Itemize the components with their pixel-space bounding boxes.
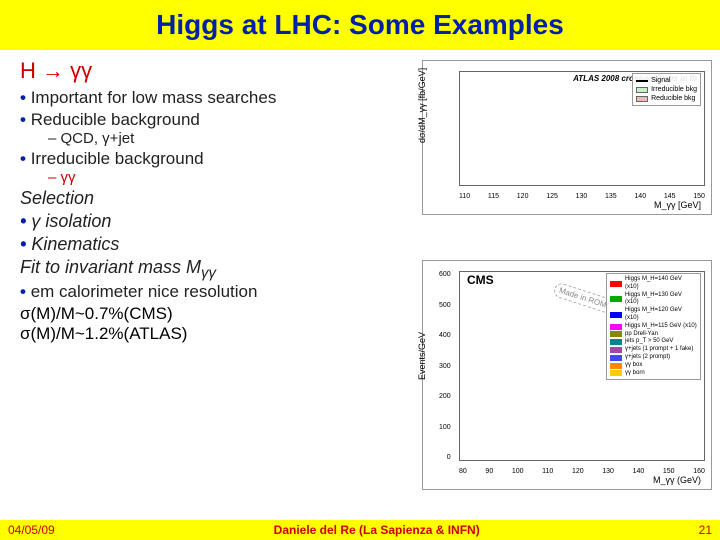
- legend-swatch: [610, 331, 622, 337]
- legend-label: Higgs M_H=115 GeV (x10): [625, 323, 697, 331]
- legend-swatch: [610, 296, 622, 302]
- footer-author: Daniele del Re (La Sapienza & INFN): [55, 523, 699, 537]
- legend-label: Signal: [651, 76, 670, 85]
- tick: 115: [488, 193, 499, 200]
- tick: 100: [439, 424, 451, 431]
- bullet-text: Important for low mass searches: [31, 88, 277, 107]
- legend-label: pp Drell-Yan: [625, 331, 658, 339]
- legend-item: pp Drell-Yan: [610, 331, 697, 339]
- legend-label: Reducible bkg: [651, 94, 695, 103]
- atlas-xlabel: M_γγ [GeV]: [654, 200, 701, 210]
- legend-item: Higgs M_H=115 GeV (x10): [610, 323, 697, 331]
- atlas-chart: ATLAS 2008 cross-sections in fb SignalIr…: [422, 60, 712, 215]
- legend-item: γγ box: [610, 362, 697, 370]
- legend-item: Higgs M_H=140 GeV (x10): [610, 276, 697, 292]
- bullet-text: Irreducible background: [31, 149, 204, 168]
- cms-label: CMS: [467, 273, 494, 287]
- atlas-ylabel: dσ/dM_γγ [fb/GeV]: [417, 67, 427, 142]
- tick: 600: [439, 271, 451, 278]
- legend-label: Higgs M_H=130 GeV (x10): [625, 292, 697, 308]
- legend-item: jets p_T > 50 GeV: [610, 338, 697, 346]
- tick: 110: [542, 468, 553, 475]
- selection-list: γ isolation Kinematics: [20, 211, 700, 255]
- legend-label: Higgs M_H=120 GeV (x10): [625, 307, 697, 323]
- legend-item: Higgs M_H=120 GeV (x10): [610, 307, 697, 323]
- tick: 90: [485, 468, 493, 475]
- cms-ylabel: Events/GeV: [417, 332, 427, 380]
- legend-item: Higgs M_H=130 GeV (x10): [610, 292, 697, 308]
- legend-label: Higgs M_H=140 GeV (x10): [625, 276, 697, 292]
- legend-swatch: [610, 347, 622, 353]
- legend-label: γ+jets (1 prompt + 1 fake): [625, 346, 693, 354]
- legend-swatch: [636, 87, 648, 93]
- legend-label: γ+jets (2 prompt): [625, 354, 670, 362]
- tick: 80: [459, 468, 467, 475]
- tick: 200: [439, 393, 451, 400]
- tick: 140: [634, 193, 646, 200]
- fit-text: Fit to invariant mass M: [20, 257, 201, 277]
- legend-swatch: [610, 355, 622, 361]
- bullet-text: Reducible background: [31, 110, 200, 129]
- legend-item: Signal: [636, 76, 697, 85]
- slide-title: Higgs at LHC: Some Examples: [156, 9, 564, 41]
- legend-item: Reducible bkg: [636, 94, 697, 103]
- legend-item: Irreducible bkg: [636, 85, 697, 94]
- tick: 120: [572, 468, 584, 475]
- tick: 300: [439, 363, 451, 370]
- legend-swatch: [636, 96, 648, 102]
- legend-item: γ+jets (1 prompt + 1 fake): [610, 346, 697, 354]
- cms-xticks: 80 90 100 110 120 130 140 150 160: [459, 468, 705, 475]
- tick: 130: [602, 468, 614, 475]
- legend-swatch: [610, 312, 622, 318]
- cms-chart: CMS Made in ROME Higgs M_H=140 GeV (x10)…: [422, 260, 712, 490]
- tick: 120: [517, 193, 529, 200]
- legend-label: γγ born: [625, 370, 645, 378]
- tick: 100: [512, 468, 524, 475]
- fit-sub: γγ: [201, 265, 216, 282]
- tick: 125: [546, 193, 558, 200]
- tick: 150: [663, 468, 675, 475]
- tick: 150: [693, 193, 705, 200]
- legend-swatch: [610, 363, 622, 369]
- cms-legend: Higgs M_H=140 GeV (x10)Higgs M_H=130 GeV…: [606, 273, 701, 380]
- legend-item: γ+jets (2 prompt): [610, 354, 697, 362]
- tick: 160: [693, 468, 705, 475]
- tick: 110: [459, 193, 470, 200]
- footer: 04/05/09 Daniele del Re (La Sapienza & I…: [0, 520, 720, 540]
- tick: 135: [605, 193, 617, 200]
- legend-swatch: [610, 339, 622, 345]
- legend-label: jets p_T > 50 GeV: [625, 338, 673, 346]
- atlas-xticks: 110 115 120 125 130 135 140 145 150: [459, 193, 705, 200]
- footer-page: 21: [699, 523, 712, 537]
- tick: 0: [447, 454, 451, 461]
- sel-item: Kinematics: [20, 234, 700, 255]
- legend-swatch: [610, 281, 622, 287]
- cms-yticks: 0 100 200 300 400 500 600: [439, 271, 451, 461]
- cms-xlabel: M_γγ (GeV): [653, 475, 701, 485]
- tick: 145: [664, 193, 676, 200]
- legend-swatch: [610, 324, 622, 330]
- tick: 500: [439, 302, 451, 309]
- tick: 130: [576, 193, 588, 200]
- tick: 400: [439, 332, 451, 339]
- legend-label: Irreducible bkg: [651, 85, 697, 94]
- title-bar: Higgs at LHC: Some Examples: [0, 0, 720, 50]
- legend-label: γγ box: [625, 362, 642, 370]
- atlas-legend: SignalIrreducible bkgReducible bkg: [632, 73, 701, 106]
- legend-swatch: [610, 370, 622, 376]
- footer-date: 04/05/09: [8, 523, 55, 537]
- legend-swatch: [636, 80, 648, 82]
- tick: 140: [633, 468, 645, 475]
- legend-item: γγ born: [610, 370, 697, 378]
